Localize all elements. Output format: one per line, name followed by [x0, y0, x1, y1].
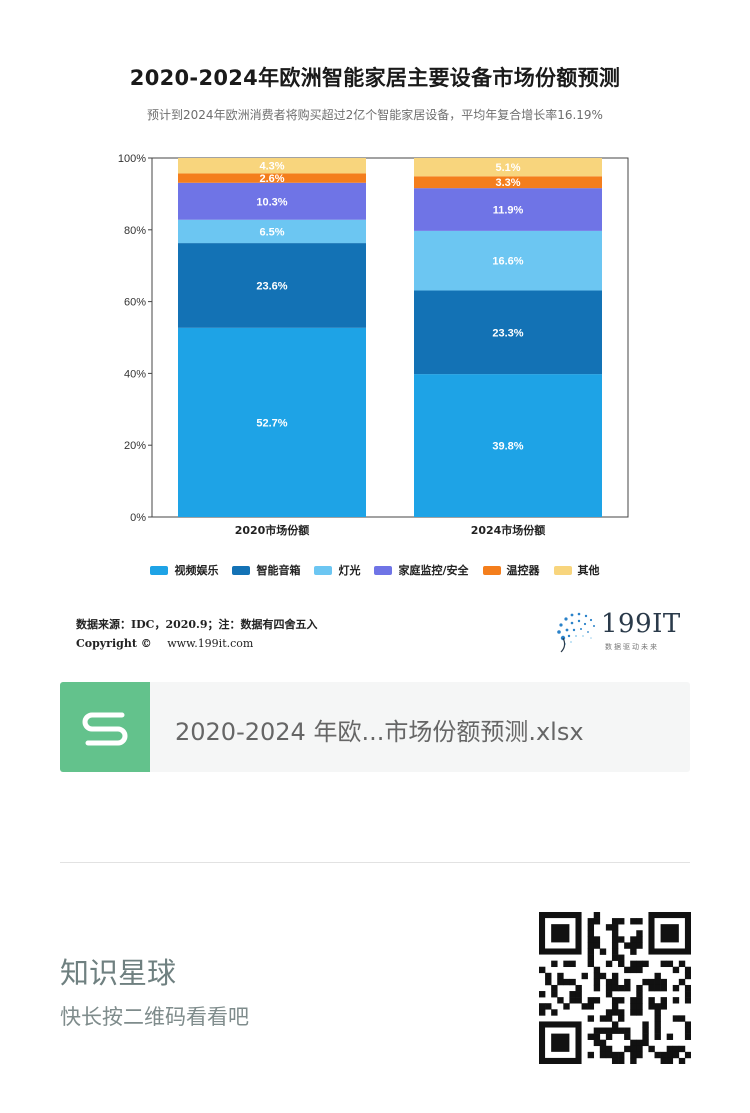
data-label: 39.8%: [492, 441, 523, 453]
bar-segment: [414, 230, 602, 291]
data-label: 10.3%: [256, 196, 287, 208]
chart-subtitle: 预计到2024年欧洲消费者将购买超过2亿个智能家居设备，平均年复合增长率16.1…: [147, 108, 603, 122]
legend-label: 家庭监控/安全: [398, 564, 469, 577]
legend-item: 温控器: [482, 562, 540, 578]
legend-swatch: [314, 565, 333, 575]
legend-item: 其他: [553, 562, 600, 578]
legend-label: 灯光: [338, 564, 361, 577]
plot-frame: [151, 157, 629, 518]
y-tick-label: 0%: [130, 512, 146, 524]
bar-segment: [414, 374, 602, 517]
legend-swatch: [232, 565, 251, 575]
legend-swatch: [553, 565, 572, 575]
y-tick-label: 20%: [124, 440, 146, 452]
file-attachment-card[interactable]: 2020-2024 年欧...市场份额预测.xlsx: [60, 682, 690, 772]
bar-segment: [414, 176, 602, 189]
data-source-note: 数据来源：IDC，2020.9；注：数据有四舍五入: [76, 618, 318, 631]
data-label: 23.6%: [256, 280, 287, 292]
legend-label: 智能音箱: [256, 564, 301, 577]
bar-segment: [178, 327, 366, 517]
copyright-label: Copyright ©: [76, 637, 152, 650]
data-label: 5.1%: [495, 162, 520, 174]
stacked-bar-chart: 0% 20% 40% 60% 80% 100% 52.7% 23.6% 6.5% 10.3% 2.6…: [118, 153, 629, 537]
bar-segment: [414, 188, 602, 231]
legend-item: 视频娱乐: [150, 562, 218, 578]
legend-label: 视频娱乐: [174, 564, 219, 577]
data-label: 6.5%: [259, 226, 284, 238]
bar-segment: [414, 290, 602, 375]
y-tick-label: 40%: [124, 368, 146, 380]
data-label: 2.6%: [259, 173, 284, 185]
promo-title: 知识星球: [60, 956, 177, 990]
promo-subtitle: 快长按二维码看看吧: [60, 1005, 249, 1029]
data-label: 4.3%: [259, 161, 284, 173]
brand-logo: 199IT 数据驱动未来: [553, 608, 693, 654]
copyright-line: Copyright © www.199it.com: [76, 637, 253, 650]
x-category-label: 2020市场份额: [235, 523, 310, 537]
legend-item: 灯光: [314, 562, 360, 578]
y-tick-label: 60%: [124, 297, 146, 309]
bar-segment: [178, 219, 366, 244]
data-label: 16.6%: [492, 256, 523, 268]
legend-item: 家庭监控/安全: [374, 562, 469, 578]
data-label: 11.9%: [493, 205, 524, 217]
qr-code-icon[interactable]: [539, 912, 691, 1064]
brand-slogan: 数据驱动未来: [605, 643, 659, 651]
brand-name: 199IT: [601, 609, 681, 639]
data-label: 23.3%: [492, 327, 523, 339]
bar-segment: [178, 182, 366, 220]
chart-title: 2020-2024年欧洲智能家居主要设备市场份额预测: [129, 66, 621, 90]
spreadsheet-s-icon: [60, 682, 150, 772]
bar-segment: [414, 158, 602, 177]
legend-swatch: [482, 565, 501, 575]
x-category-label: 2024市场份额: [471, 523, 546, 537]
y-tick-label: 80%: [124, 225, 146, 237]
y-tick-label: 100%: [118, 153, 146, 165]
bar-segment: [178, 158, 366, 174]
copyright-url: www.199it.com: [167, 637, 254, 650]
legend-item: 智能音箱: [232, 562, 300, 578]
bar-segment: [178, 173, 366, 183]
legend-swatch: [150, 565, 169, 575]
data-label: 3.3%: [495, 177, 520, 189]
divider: [60, 862, 690, 863]
legend-label: 温控器: [506, 564, 540, 577]
legend-label: 其他: [577, 564, 600, 577]
legend-swatch: [374, 565, 393, 575]
bar-segment: [178, 243, 366, 328]
chart-legend: 视频娱乐 智能音箱 灯光 家庭监控/安全 温控器 其他: [0, 562, 750, 578]
dandelion-logo-icon: [557, 612, 595, 653]
data-label: 52.7%: [256, 417, 287, 429]
file-name: 2020-2024 年欧...市场份额预测.xlsx: [175, 718, 584, 746]
